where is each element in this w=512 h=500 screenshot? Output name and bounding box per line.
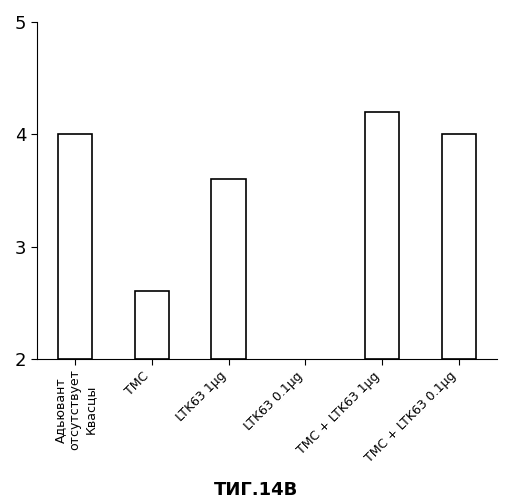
Bar	[58, 134, 92, 359]
Text: ΤИГ.14В: ΤИГ.14В	[214, 481, 298, 499]
Bar	[441, 134, 476, 359]
Bar	[135, 292, 169, 359]
Bar	[365, 112, 399, 359]
Bar	[211, 179, 246, 359]
